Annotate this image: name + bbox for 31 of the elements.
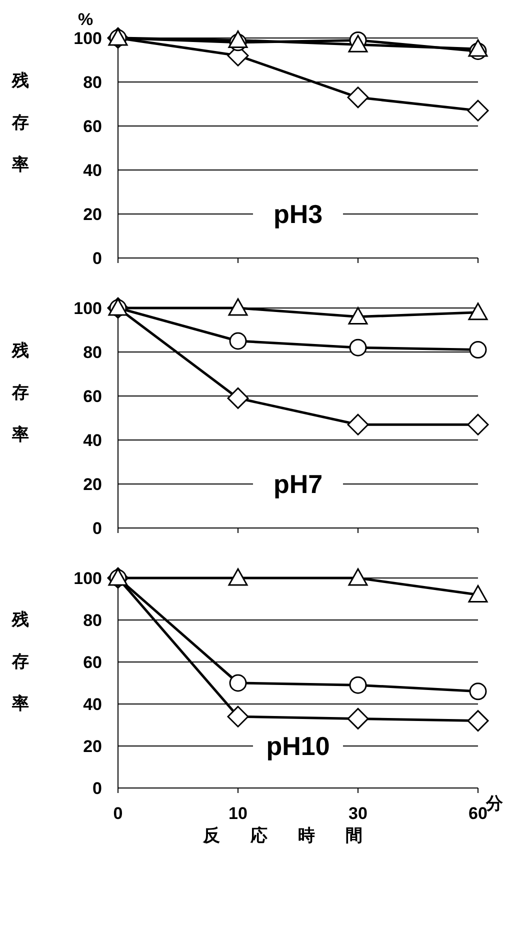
y-tick-label: 80 xyxy=(83,611,102,630)
x-axis-title: 反応時間 xyxy=(202,825,394,847)
y-tick-label: 60 xyxy=(83,653,102,672)
y-tick-label: 80 xyxy=(83,343,102,362)
y-tick-label: 100 xyxy=(74,299,102,318)
annotation: pH7 xyxy=(253,468,343,499)
text: 残存率 xyxy=(12,341,29,444)
y-tick-label: 60 xyxy=(83,117,102,136)
y-tick-label: 40 xyxy=(83,695,102,714)
y-tick-label: 20 xyxy=(83,475,102,494)
y-tick-label: 80 xyxy=(83,73,102,92)
text: 残存率 xyxy=(12,71,29,174)
annotation: pH3 xyxy=(253,198,343,229)
y-tick-label: 60 xyxy=(83,387,102,406)
y-tick-label: 20 xyxy=(83,205,102,224)
x-tick-label: 60 xyxy=(468,804,488,824)
annotation: pH10 xyxy=(253,731,343,762)
y-tick-label: 20 xyxy=(83,737,102,756)
y-tick-label: 40 xyxy=(83,161,102,180)
x-tick-label: 30 xyxy=(348,804,368,824)
text: 分 xyxy=(486,793,503,813)
y-tick-label: 0 xyxy=(92,519,102,538)
y-tick-label: 40 xyxy=(83,431,102,450)
text: 残存率 xyxy=(12,610,29,712)
x-tick-label: 0 xyxy=(113,804,123,824)
y-tick-label: 0 xyxy=(92,249,102,268)
text: % xyxy=(78,10,94,30)
y-tick-label: 100 xyxy=(74,29,102,48)
x-tick-label: 10 xyxy=(228,804,248,824)
y-tick-label: 0 xyxy=(92,779,102,798)
y-tick-label: 100 xyxy=(74,569,102,588)
